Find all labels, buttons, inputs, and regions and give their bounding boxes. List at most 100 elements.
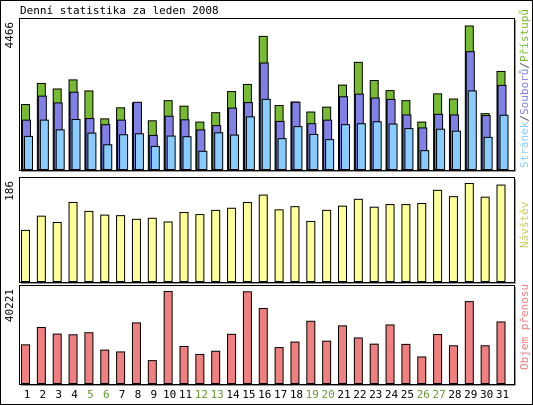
bar-kbytes: [385, 324, 395, 384]
panel-kbytes-ymax-label: 40221: [3, 289, 16, 322]
x-tick-day: 22: [353, 388, 366, 401]
bar-visits: [385, 204, 395, 282]
x-tick-day: 29: [464, 388, 477, 401]
bar-visits: [369, 206, 379, 282]
bar-visits: [68, 201, 78, 282]
bar-kbytes: [52, 333, 62, 385]
bar-kbytes: [290, 341, 300, 385]
bar-pages: [388, 123, 398, 170]
x-tick-day: 24: [385, 388, 399, 401]
bar-visits: [258, 194, 268, 282]
bar-kbytes: [338, 325, 347, 384]
bar-kbytes: [274, 347, 284, 384]
legend-separator: /: [518, 62, 531, 69]
bar-visits: [417, 203, 427, 282]
x-tick-day: 8: [135, 388, 142, 401]
bar-kbytes: [147, 360, 157, 384]
bar-pages: [436, 128, 446, 171]
x-tick-day: 27: [432, 388, 445, 401]
bar-visits: [433, 189, 443, 282]
bar-pages: [71, 119, 81, 170]
bar-pages: [150, 145, 160, 171]
bar-pages: [24, 135, 33, 170]
bar-pages: [134, 133, 144, 171]
x-tick-day: 18: [290, 388, 303, 401]
legend-separator: /: [518, 115, 531, 122]
bar-visits: [274, 209, 284, 282]
bar-pages: [261, 98, 271, 170]
x-tick-day: 6: [103, 388, 110, 401]
chart-title: Denní statistika za leden 2008: [20, 4, 219, 17]
bar-kbytes: [258, 307, 268, 384]
bar-pages: [467, 90, 477, 170]
bar-kbytes: [116, 351, 126, 384]
bar-kbytes: [21, 344, 30, 384]
bar-pages: [214, 132, 224, 171]
bar-pages: [87, 132, 97, 171]
bar-pages: [325, 139, 335, 170]
x-tick-day: 14: [226, 388, 240, 401]
bar-kbytes: [306, 320, 316, 385]
bar-pages: [420, 150, 430, 171]
bar-pages: [499, 114, 509, 170]
bar-pages: [198, 150, 208, 170]
bar-kbytes: [131, 322, 141, 384]
x-tick-day: 13: [211, 388, 224, 401]
x-tick-day: 5: [87, 388, 94, 401]
bar-pages: [341, 124, 350, 170]
legend-kbytes: Objem přenosu: [518, 284, 531, 370]
bar-visits: [211, 209, 221, 283]
bar-kbytes: [179, 345, 189, 385]
x-tick-day: 21: [337, 388, 350, 401]
x-tick-day: 28: [448, 388, 461, 401]
x-tick-day: 23: [369, 388, 382, 401]
bar-pages: [404, 128, 414, 171]
x-tick-day: 11: [179, 388, 192, 401]
legend-hits: Přístupů: [518, 9, 531, 62]
bar-visits: [480, 196, 490, 283]
bar-visits: [306, 220, 316, 283]
bar-kbytes: [448, 345, 458, 384]
legend-visits: Návštěv: [518, 201, 531, 248]
x-tick-day: 2: [40, 388, 47, 401]
legend-hits-files-pages: Stránek/Souborů/Přístupů: [518, 9, 531, 168]
bar-kbytes: [84, 332, 94, 384]
bar-visits: [401, 204, 411, 282]
bar-visits: [116, 215, 126, 282]
x-tick-day: 12: [195, 388, 208, 401]
x-tick-day: 3: [55, 388, 62, 401]
x-tick-day: 15: [242, 388, 255, 401]
legend-pages: Stránek: [518, 121, 531, 168]
bar-visits: [290, 206, 300, 283]
x-tick-day: 17: [274, 388, 287, 401]
bar-visits: [147, 217, 157, 283]
x-tick-day: 4: [71, 388, 78, 401]
bar-visits: [163, 221, 173, 283]
x-tick-day: 9: [150, 388, 157, 401]
bar-pages: [166, 135, 176, 170]
bar-kbytes: [227, 333, 237, 385]
bar-visits: [464, 183, 474, 282]
bar-pages: [483, 136, 493, 171]
bar-visits: [52, 221, 62, 282]
bar-kbytes: [496, 321, 506, 384]
x-tick-day: 20: [322, 388, 335, 401]
bar-visits: [227, 207, 237, 282]
bar-kbytes: [401, 343, 411, 385]
bar-visits: [353, 198, 363, 283]
bar-kbytes: [433, 334, 443, 384]
bar-pages: [39, 119, 49, 171]
bar-visits: [84, 210, 94, 282]
bar-pages: [372, 121, 382, 170]
bar-pages: [277, 138, 287, 170]
bar-kbytes: [100, 349, 110, 385]
bar-kbytes: [242, 291, 252, 384]
bar-visits: [496, 184, 506, 282]
bar-visits: [179, 211, 189, 283]
legend-files: Souborů: [518, 69, 531, 115]
bar-kbytes: [369, 343, 379, 385]
bar-kbytes: [464, 301, 474, 384]
bar-pages: [451, 130, 461, 170]
